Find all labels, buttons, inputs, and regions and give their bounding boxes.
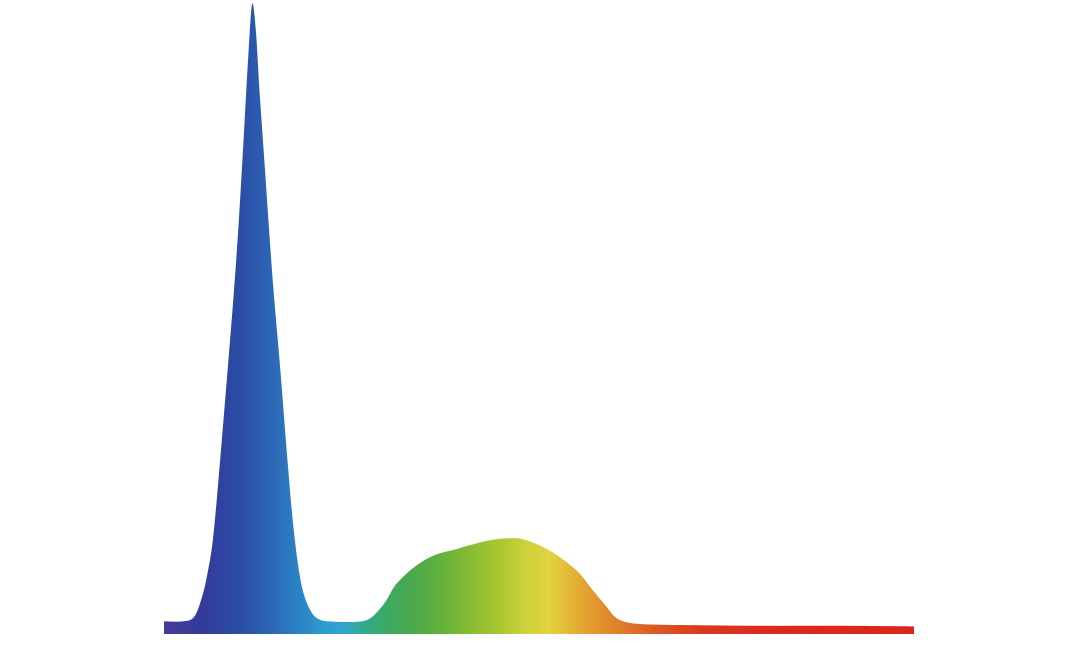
spectrum-curve (164, 3, 914, 635)
